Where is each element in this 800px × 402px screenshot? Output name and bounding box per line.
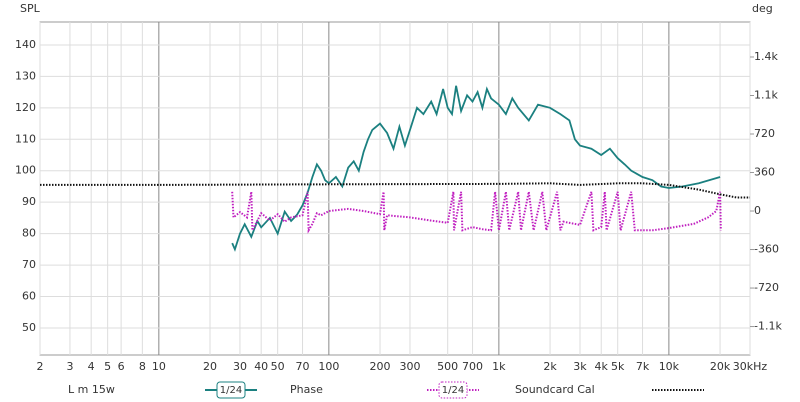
legend-label: Phase bbox=[290, 383, 323, 396]
y2-tick-label: 720 bbox=[754, 127, 775, 140]
y2-tick-label: -720 bbox=[754, 281, 779, 294]
x-tick-label: 20 bbox=[203, 360, 217, 373]
y-tick-label: 50 bbox=[22, 321, 36, 334]
y-tick-label: 70 bbox=[22, 258, 36, 271]
y2-tick-label: -1.1k bbox=[754, 320, 782, 333]
series-line bbox=[231, 85, 721, 252]
x-tick-label: 20k bbox=[710, 360, 731, 373]
y2-axis-title: deg bbox=[752, 2, 773, 15]
legend-smoothing-box bbox=[438, 381, 468, 399]
x-tick-label: 5k bbox=[611, 360, 625, 373]
y-tick-label: 60 bbox=[22, 290, 36, 303]
x-tick-label: 7k bbox=[636, 360, 650, 373]
y-tick-label: 80 bbox=[22, 227, 36, 240]
x-tick-label: 3k bbox=[573, 360, 587, 373]
legend-smoothing: 1/24 bbox=[220, 385, 242, 396]
y-tick-label: 110 bbox=[15, 132, 36, 145]
y-tick-label: 90 bbox=[22, 195, 36, 208]
y2-tick-label: -360 bbox=[754, 243, 779, 256]
x-tick-label: 3 bbox=[66, 360, 73, 373]
x-tick-label: 2k bbox=[543, 360, 557, 373]
x-tick-label: 1k bbox=[492, 360, 506, 373]
series-line bbox=[40, 182, 750, 199]
legend-label: L m 15w bbox=[68, 383, 115, 396]
x-tick-label: 50 bbox=[271, 360, 285, 373]
y2-tick-label: 0 bbox=[754, 204, 761, 217]
y2-tick-label: 1.1k bbox=[754, 88, 778, 101]
x-tick-label: 100 bbox=[318, 360, 339, 373]
x-tick-label: 5 bbox=[104, 360, 111, 373]
x-tick-label: 4 bbox=[88, 360, 95, 373]
y-tick-label: 100 bbox=[15, 164, 36, 177]
x-tick-label: 40 bbox=[254, 360, 268, 373]
x-tick-label: 500 bbox=[437, 360, 458, 373]
x-tick-label: 700 bbox=[462, 360, 483, 373]
y-tick-label: 120 bbox=[15, 101, 36, 114]
x-tick-label: 6 bbox=[118, 360, 125, 373]
y2-tick-label: 1.4k bbox=[754, 50, 778, 63]
legend-smoothing-box bbox=[216, 381, 246, 399]
x-tick-label: 8 bbox=[139, 360, 146, 373]
x-tick-label: 10 bbox=[152, 360, 166, 373]
x-tick-label: 2 bbox=[37, 360, 44, 373]
y2-tick-label: 360 bbox=[754, 166, 775, 179]
legend-label: Soundcard Cal bbox=[515, 383, 595, 396]
y-tick-label: 130 bbox=[15, 69, 36, 82]
series-line bbox=[231, 191, 722, 234]
x-tick-label: 30 bbox=[233, 360, 247, 373]
plot-area bbox=[39, 21, 751, 356]
legend-smoothing: 1/24 bbox=[442, 385, 464, 396]
x-tick-label: 30kHz bbox=[733, 360, 768, 373]
y-tick-label: 140 bbox=[15, 38, 36, 51]
x-tick-label: 300 bbox=[399, 360, 420, 373]
y-axis-title: SPL bbox=[20, 2, 41, 15]
x-tick-label: 10k bbox=[659, 360, 680, 373]
x-tick-label: 4k bbox=[595, 360, 609, 373]
x-tick-label: 70 bbox=[296, 360, 310, 373]
x-tick-label: 200 bbox=[370, 360, 391, 373]
